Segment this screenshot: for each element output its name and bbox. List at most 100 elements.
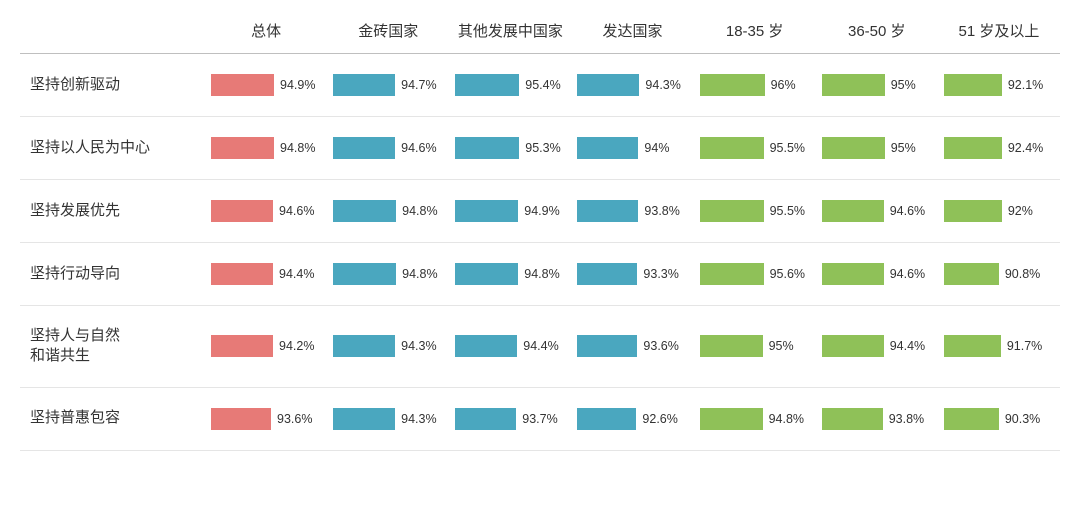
- bar-cell: 93.8%: [571, 180, 693, 243]
- value-label: 93.3%: [643, 267, 678, 281]
- bar-cell: 93.6%: [571, 306, 693, 388]
- value-label: 94.4%: [523, 339, 558, 353]
- bar-cell: 93.8%: [816, 388, 938, 451]
- bar: [211, 74, 274, 96]
- value-label: 95%: [769, 339, 794, 353]
- value-label: 90.3%: [1005, 412, 1040, 426]
- bar: [333, 74, 395, 96]
- value-label: 95%: [891, 78, 916, 92]
- value-label: 92.6%: [642, 412, 677, 426]
- bar: [700, 408, 763, 430]
- bar: [211, 335, 273, 357]
- column-header: 总体: [205, 10, 327, 54]
- bar-cell: 94.6%: [816, 243, 938, 306]
- bar: [700, 335, 763, 357]
- bar: [822, 408, 883, 430]
- bar: [455, 137, 519, 159]
- bar-cell: 93.3%: [571, 243, 693, 306]
- bar-cell: 95.5%: [694, 180, 816, 243]
- bar: [822, 335, 884, 357]
- value-label: 90.8%: [1005, 267, 1040, 281]
- bar: [211, 137, 274, 159]
- bar-cell: 92%: [938, 180, 1060, 243]
- bar: [577, 408, 636, 430]
- value-label: 94.7%: [401, 78, 436, 92]
- bar-cell: 94.9%: [449, 180, 571, 243]
- bar-cell: 92.1%: [938, 54, 1060, 117]
- value-label: 94.4%: [279, 267, 314, 281]
- value-label: 94.6%: [890, 204, 925, 218]
- bar-cell: 94.4%: [205, 243, 327, 306]
- bar: [822, 263, 884, 285]
- value-label: 94.8%: [769, 412, 804, 426]
- value-label: 94.8%: [524, 267, 559, 281]
- bar-cell: 95%: [694, 306, 816, 388]
- value-label: 94.3%: [401, 412, 436, 426]
- bar-cell: 94%: [571, 117, 693, 180]
- bar-cell: 94.3%: [571, 54, 693, 117]
- bar-cell: 91.7%: [938, 306, 1060, 388]
- bar: [700, 137, 764, 159]
- bar: [577, 335, 637, 357]
- bar: [944, 408, 999, 430]
- column-header: 51 岁及以上: [938, 10, 1060, 54]
- column-header: 18-35 岁: [694, 10, 816, 54]
- value-label: 93.8%: [889, 412, 924, 426]
- bar: [944, 335, 1001, 357]
- bar: [333, 335, 395, 357]
- bar-cell: 94.6%: [205, 180, 327, 243]
- bar: [333, 263, 396, 285]
- bar: [455, 408, 516, 430]
- bar-chart-table: 总体金砖国家其他发展中国家发达国家18-35 岁36-50 岁51 岁及以上坚持…: [20, 10, 1060, 451]
- value-label: 91.7%: [1007, 339, 1042, 353]
- row-label: 坚持发展优先: [20, 180, 205, 243]
- bar: [944, 200, 1002, 222]
- bar-cell: 95.5%: [694, 117, 816, 180]
- bar-cell: 94.2%: [205, 306, 327, 388]
- value-label: 94%: [644, 141, 669, 155]
- column-header: 金砖国家: [327, 10, 449, 54]
- value-label: 93.6%: [277, 412, 312, 426]
- row-label: 坚持创新驱动: [20, 54, 205, 117]
- row-label: 坚持以人民为中心: [20, 117, 205, 180]
- value-label: 94.3%: [645, 78, 680, 92]
- bar-cell: 94.3%: [327, 306, 449, 388]
- bar: [211, 263, 273, 285]
- column-header: 36-50 岁: [816, 10, 938, 54]
- value-label: 92.4%: [1008, 141, 1043, 155]
- bar: [333, 137, 395, 159]
- header-spacer: [20, 10, 205, 54]
- column-header: 其他发展中国家: [449, 10, 571, 54]
- bar: [455, 200, 518, 222]
- value-label: 95.6%: [770, 267, 805, 281]
- bar-cell: 92.4%: [938, 117, 1060, 180]
- row-label: 坚持行动导向: [20, 243, 205, 306]
- bar-cell: 92.6%: [571, 388, 693, 451]
- bar-cell: 94.4%: [816, 306, 938, 388]
- bar-cell: 94.9%: [205, 54, 327, 117]
- value-label: 94.8%: [280, 141, 315, 155]
- value-label: 93.8%: [644, 204, 679, 218]
- bar-cell: 94.3%: [327, 388, 449, 451]
- bar-cell: 90.8%: [938, 243, 1060, 306]
- bar-cell: 93.7%: [449, 388, 571, 451]
- bar-cell: 94.6%: [816, 180, 938, 243]
- bar-cell: 96%: [694, 54, 816, 117]
- value-label: 94.8%: [402, 267, 437, 281]
- value-label: 94.8%: [402, 204, 437, 218]
- row-label: 坚持普惠包容: [20, 388, 205, 451]
- bar: [333, 408, 395, 430]
- bar: [455, 263, 518, 285]
- bar: [211, 408, 271, 430]
- bar: [944, 263, 999, 285]
- value-label: 95.5%: [770, 204, 805, 218]
- bar: [822, 74, 885, 96]
- value-label: 95.4%: [525, 78, 560, 92]
- bar: [577, 137, 638, 159]
- value-label: 95%: [891, 141, 916, 155]
- value-label: 94.3%: [401, 339, 436, 353]
- value-label: 92.1%: [1008, 78, 1043, 92]
- bar: [455, 74, 519, 96]
- value-label: 94.4%: [890, 339, 925, 353]
- bar-cell: 93.6%: [205, 388, 327, 451]
